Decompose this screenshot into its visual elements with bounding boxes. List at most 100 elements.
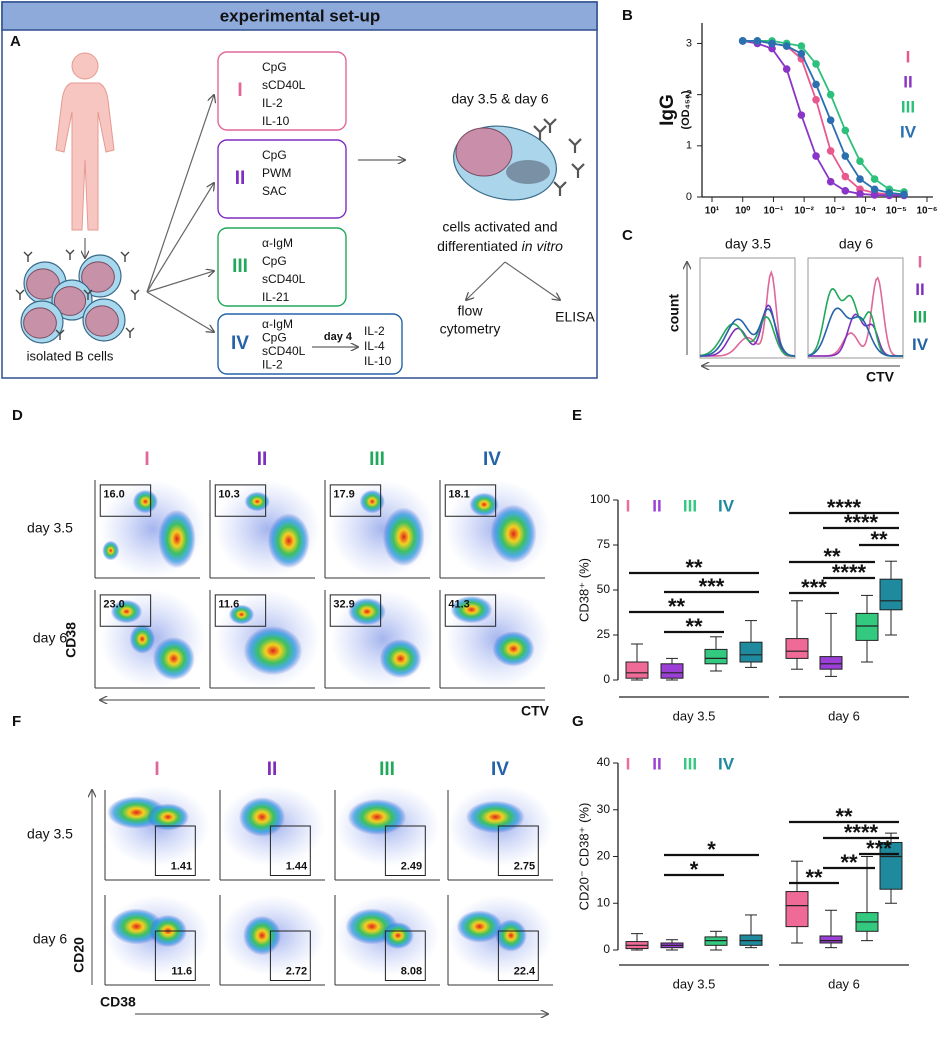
y-tick-label: 25	[597, 627, 611, 641]
box	[739, 641, 763, 663]
antibody	[65, 249, 75, 260]
stimulus: α-IgM	[262, 317, 293, 331]
density	[465, 800, 525, 834]
box	[660, 663, 684, 679]
condition-box	[217, 51, 347, 131]
gate-value: 2.49	[401, 860, 422, 872]
column-header: III	[369, 449, 385, 470]
activation-italic: in vitro	[522, 238, 563, 254]
density	[147, 803, 189, 831]
significance-label: ****	[827, 495, 862, 520]
antibody	[571, 163, 585, 178]
significance-label: ****	[844, 820, 879, 845]
row-label: day 3.5	[27, 826, 73, 842]
flow-plot	[105, 895, 210, 985]
antibody	[15, 289, 25, 300]
data-point	[738, 37, 747, 45]
data-point	[856, 157, 864, 165]
x-tick-label: 10¹	[705, 206, 720, 217]
stimulus: sCD40L	[262, 344, 306, 358]
y-tick-label: 0	[603, 942, 610, 956]
cell-nucleus	[85, 305, 119, 337]
gate	[329, 594, 382, 627]
y-axis-label: (OD₄₅₀)	[680, 90, 692, 129]
gate-value: 32.9	[333, 599, 354, 611]
flow-plot	[440, 480, 551, 578]
stimulus: α-IgM	[262, 236, 293, 250]
x-tick-label: 10⁻¹	[764, 206, 784, 217]
x-tick-label: 10⁻⁶	[916, 206, 937, 217]
data-point	[841, 172, 850, 181]
later-stimulus: IL-10	[364, 354, 392, 368]
flow-plot	[95, 590, 206, 688]
stimulus: CpG	[262, 148, 287, 162]
significance-label: ****	[832, 560, 867, 585]
legend-entry: IV	[718, 496, 735, 515]
stimulus: PWM	[262, 166, 291, 180]
y-tick-label: 20	[597, 849, 611, 863]
arrow	[466, 261, 506, 300]
x-tick-label: 10⁻⁴	[855, 206, 876, 217]
gate	[154, 930, 196, 981]
panel-header	[1, 1, 598, 31]
row-label: day 3.5	[27, 520, 73, 536]
column-header: I	[154, 759, 159, 780]
gate-value: 11.6	[218, 599, 239, 611]
data-point	[797, 42, 806, 50]
stimulus: sCD40L	[262, 78, 306, 92]
panel-label: G	[572, 713, 584, 730]
density	[490, 504, 537, 564]
source-label: isolated B cells	[27, 348, 114, 363]
stimulus: IL-10	[262, 114, 290, 128]
gate	[497, 825, 539, 876]
antibody	[23, 251, 33, 262]
arrow	[146, 291, 214, 332]
column-header: II	[257, 449, 268, 470]
legend-numeral: I	[918, 252, 923, 271]
density	[267, 513, 310, 569]
flow-plot	[325, 590, 436, 688]
later-stimulus: IL-2	[364, 324, 385, 338]
data-point	[900, 190, 908, 199]
y-tick-label: 10	[597, 895, 611, 909]
data-point	[768, 39, 776, 48]
density	[158, 509, 196, 569]
gate	[269, 825, 311, 876]
flow-plot	[105, 785, 210, 880]
group-label: day 6	[828, 708, 860, 723]
readout: ELISA	[555, 309, 595, 325]
gate-value: 2.72	[286, 965, 307, 977]
condition-numeral: III	[232, 256, 248, 277]
density	[379, 639, 422, 679]
density	[110, 908, 163, 945]
gate-value: 1.44	[286, 860, 308, 872]
stimulus: sCD40L	[262, 272, 306, 286]
arrow	[146, 95, 214, 293]
data-point	[753, 37, 762, 45]
legend-entry: III	[901, 97, 915, 116]
condition-box	[217, 313, 403, 375]
gate	[269, 930, 311, 981]
condition-box	[217, 227, 347, 307]
panel-label: F	[12, 713, 21, 730]
box	[819, 656, 843, 670]
arrow	[146, 183, 214, 293]
gate-value: 11.6	[171, 965, 192, 977]
gate-value: 41.3	[448, 599, 469, 611]
series-line	[742, 40, 905, 196]
panel-label: A	[10, 33, 21, 50]
box	[704, 648, 728, 665]
column-header: IV	[491, 759, 509, 780]
condition-numeral: II	[235, 168, 246, 189]
gate-value: 18.1	[448, 489, 469, 501]
legend-entry: III	[683, 754, 697, 773]
y-tick-label: 2	[686, 89, 692, 101]
later-stimulus: IL-4	[364, 339, 385, 353]
series-line	[742, 40, 905, 197]
density	[132, 489, 158, 514]
gate	[497, 930, 539, 981]
y-axis-label: CD38⁺ (%)	[576, 558, 591, 622]
gate	[214, 594, 267, 627]
data-point	[826, 116, 835, 125]
box	[879, 578, 903, 611]
